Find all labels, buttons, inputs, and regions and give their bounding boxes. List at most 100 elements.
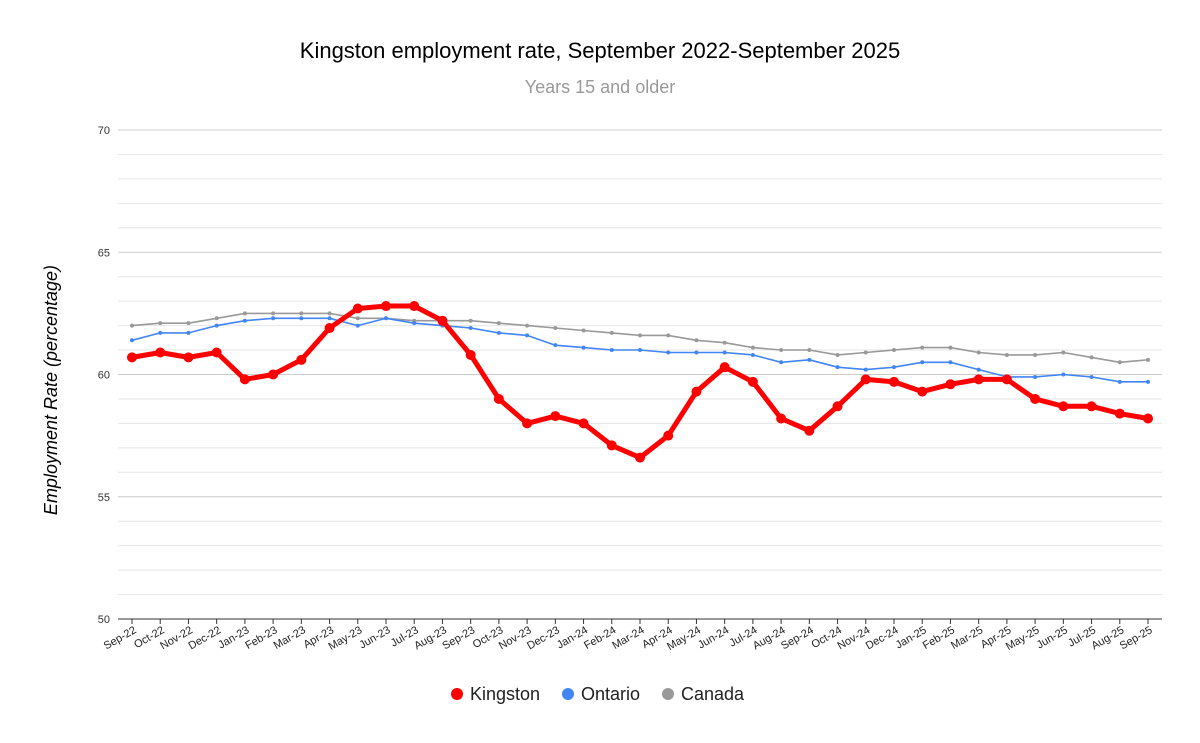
ontario-data-point [1089,374,1094,379]
canada-data-point [553,326,558,331]
kingston-data-point [550,411,561,422]
canada-data-point [1117,360,1122,365]
ontario-data-point [525,333,530,338]
kingston-data-point [1030,393,1041,404]
ontario-data-point [976,367,981,372]
kingston-data-point [832,401,843,412]
legend-item-canada: Canada [662,684,745,704]
kingston-line [129,303,1151,461]
ontario-data-point [355,323,360,328]
x-tick-label: Sep-22 [102,624,139,652]
legend-marker-ontario [562,688,574,700]
ontario-data-point [722,350,727,355]
x-tick-label: Mar-25 [949,624,985,652]
canada-data-point [863,350,868,355]
canada-data-point [1089,355,1094,360]
legend-label-kingston: Kingston [470,684,540,704]
ontario-data-point [1146,379,1150,384]
kingston-data-point [917,386,928,397]
canada-data-point [976,350,981,355]
x-tick-label: Sep-25 [1118,624,1155,652]
kingston-data-point [381,301,391,312]
ontario-data-point [863,367,868,372]
kingston-data-point [889,376,899,387]
kingston-data-point [663,430,674,441]
legend-item-kingston: Kingston [451,684,540,704]
ontario-data-point [666,350,671,355]
kingston-data-point [691,386,702,397]
ontario-data-point [835,365,840,370]
kingston-data-point [719,362,730,373]
canada-data-point [158,321,163,326]
canada-data-point [779,348,784,353]
ontario-data-point [694,350,699,355]
canada-data-point [242,311,247,316]
kingston-data-point [860,374,871,385]
x-axis-ticks: Sep-22Oct-22Nov-22Dec-22Jan-23Feb-23Mar-… [102,619,1155,653]
ontario-data-point [384,316,388,321]
canada-data-point [1033,352,1038,357]
kingston-data-point [1001,374,1012,385]
canada-data-point [327,311,332,316]
ontario-data-point [214,323,219,328]
legend-label-canada: Canada [681,684,745,704]
kingston-data-point [155,347,166,358]
canada-data-point [638,333,642,338]
canada-data-point [1146,357,1150,362]
x-tick-label: Jun-25 [1035,624,1070,651]
ontario-data-point [242,318,247,323]
kingston-data-point [183,352,194,363]
legend-marker-kingston [451,688,463,700]
kingston-data-point [493,393,504,404]
ontario-data-point [779,360,784,365]
x-tick-label: Sep-24 [779,624,816,652]
ontario-data-point [920,360,925,365]
x-tick-label: Mar-24 [610,624,646,652]
kingston-data-point [1086,401,1097,412]
canada-line [131,312,1149,364]
x-tick-label: Sep-23 [440,624,477,652]
canada-data-point [666,333,671,338]
canada-data-point [130,323,134,328]
canada-data-point [496,321,501,326]
canada-data-point [299,311,304,316]
legend-label-ontario: Ontario [581,684,640,704]
series-lines [127,301,1153,463]
ontario-data-point [186,330,191,335]
kingston-data-point [296,354,307,365]
canada-data-point [835,352,840,357]
kingston-data-point [747,376,758,387]
kingston-data-point [1058,401,1069,412]
canada-data-point [525,323,530,328]
kingston-data-point [945,379,956,390]
ontario-data-point [1033,374,1038,379]
x-tick-label: Dec-22 [186,624,223,652]
chart-subtitle: Years 15 and older [525,77,675,97]
y-tick-label: 50 [98,614,110,626]
kingston-data-point [437,315,448,326]
y-tick-label: 60 [98,370,110,382]
ontario-data-point [271,316,276,321]
ontario-data-point [496,330,501,335]
x-tick-label: Mar-23 [272,624,308,652]
ontario-data-point [892,365,896,370]
canada-data-point [1004,352,1009,357]
ontario-data-point [638,348,642,353]
y-tick-label: 65 [98,247,110,259]
ontario-data-point [553,343,558,348]
kingston-data-point [268,369,279,380]
y-axis-ticks: 50 55 60 65 70 [98,125,110,626]
legend-item-ontario: Ontario [562,684,640,704]
canada-data-point [468,318,473,323]
ontario-data-point [1061,372,1066,377]
kingston-data-point [635,452,645,463]
canada-data-point [186,321,191,326]
ontario-data-point [130,338,134,343]
x-tick-label: Dec-24 [864,624,901,652]
kingston-data-point [1114,408,1125,419]
kingston-data-point [776,413,787,424]
canada-data-point [750,345,755,350]
canada-data-point [892,348,896,353]
gridlines [118,129,1162,620]
